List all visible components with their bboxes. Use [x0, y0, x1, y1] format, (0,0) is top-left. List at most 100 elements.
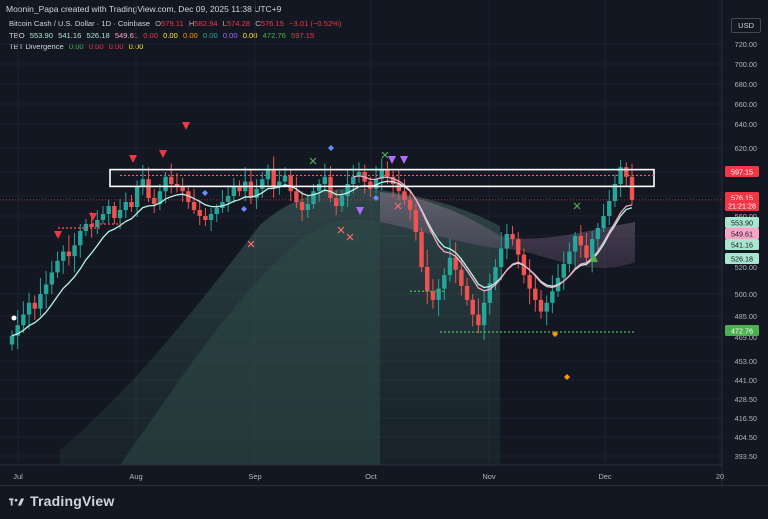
candle-body — [385, 169, 390, 177]
price-tick-label: 485.00 — [735, 312, 757, 321]
time-tick-label: Aug — [129, 472, 142, 481]
candle-body — [334, 198, 339, 206]
candle-body — [476, 314, 481, 326]
candles — [9, 156, 635, 351]
candle-body — [123, 202, 128, 210]
time-tick-label: Oct — [365, 472, 378, 481]
candle-body — [32, 302, 37, 309]
close-value: 576.15 — [260, 19, 284, 28]
candle-body — [345, 184, 350, 196]
footer-bar — [0, 485, 768, 519]
price-axis-label: 541.16 — [725, 239, 759, 250]
candle-body — [214, 208, 219, 214]
symbol-title[interactable]: Bitcoin Cash / U.S. Dollar · 1D · Coinba… — [9, 19, 150, 28]
candle-body — [328, 176, 333, 198]
tbt-value: 0.00 — [68, 42, 84, 51]
tbo-name[interactable]: TBO — [9, 31, 25, 40]
candle-body — [322, 176, 328, 184]
divergence-marker — [400, 156, 408, 164]
candle-body — [271, 169, 276, 187]
price-label-bg — [725, 239, 759, 250]
candle-body — [527, 275, 532, 289]
candle-body — [260, 179, 265, 189]
sell-signal-marker — [182, 122, 190, 130]
candle-body — [572, 236, 578, 252]
tbo-value: 541.16 — [58, 31, 82, 40]
candle-body — [140, 179, 146, 187]
candle-body — [152, 198, 157, 204]
tbo-value: 0.00 — [202, 31, 218, 40]
price-label-text: 526.18 — [731, 255, 753, 264]
candle-body — [612, 184, 618, 201]
price-axis-label: 526.18 — [725, 253, 759, 264]
tbo-value: 597.15 — [290, 31, 315, 40]
resistance-zone-box[interactable] — [109, 168, 655, 188]
time-tick-label: Nov — [482, 472, 496, 481]
diamond-marker — [552, 331, 558, 337]
price-label-bg — [725, 228, 759, 239]
time-tick-label: Jul — [13, 472, 23, 481]
tbo-value: 549.61 — [114, 31, 139, 40]
candle-body — [237, 186, 242, 192]
cross-marker — [346, 233, 354, 241]
time-tick-label: 20 — [716, 472, 724, 481]
candle-body — [248, 181, 254, 198]
candle-body — [390, 176, 396, 184]
candle-body — [481, 302, 487, 326]
candle-body — [368, 181, 373, 189]
candle-body — [498, 248, 504, 267]
candle-body — [584, 245, 589, 258]
price-tick-label: 620.00 — [735, 144, 757, 153]
candle-body — [595, 228, 601, 240]
candle-body — [100, 214, 106, 220]
time-axis[interactable]: Jul Aug Sep Oct Nov Dec 20 — [0, 464, 724, 481]
candle-body — [629, 176, 635, 200]
cross-marker — [337, 226, 345, 234]
legend-symbol-row: Bitcoin Cash / U.S. Dollar · 1D · Coinba… — [9, 19, 344, 28]
candle-body — [163, 176, 168, 192]
candle-body — [43, 284, 49, 294]
diamond-marker — [241, 206, 247, 212]
time-tick-label: Sep — [248, 472, 261, 481]
tbo-value: 0.00 — [163, 31, 178, 40]
price-tick-label: 720.00 — [735, 40, 757, 49]
candle-body — [117, 210, 123, 218]
candle-body — [72, 245, 77, 257]
candle-body — [419, 232, 424, 267]
candle-body — [208, 214, 214, 220]
divergence-marker — [388, 156, 396, 164]
candle-body — [305, 204, 310, 210]
cross-marker — [573, 202, 581, 210]
candle-body — [106, 206, 111, 214]
candle-body — [112, 206, 117, 218]
candle-body — [282, 175, 288, 182]
sell-signal-marker — [159, 150, 167, 158]
candle-body — [339, 196, 345, 206]
sell-signal-marker — [129, 155, 137, 163]
candle-body — [578, 236, 584, 246]
candle-body — [470, 299, 475, 315]
open-value: 579.11 — [161, 19, 184, 28]
candle-body — [453, 257, 458, 270]
price-axis[interactable]: 720.00700.00680.00660.00640.00620.00600.… — [721, 0, 759, 485]
candle-body — [402, 191, 407, 200]
tradingview-logo[interactable]: TradingView — [9, 493, 114, 509]
tbt-value: 0.00 — [88, 42, 104, 51]
currency-button[interactable]: USD — [731, 18, 761, 33]
tbo-value: 472.76 — [262, 31, 286, 40]
candle-body — [504, 234, 510, 249]
cross-marker — [394, 202, 402, 210]
candle-body — [186, 191, 191, 202]
close-label: C — [255, 19, 261, 28]
tbo-value: 0.00 — [143, 31, 158, 40]
price-chart[interactable]: 720.00700.00680.00660.00640.00620.00600.… — [0, 0, 768, 485]
candle-body — [316, 184, 322, 192]
candle-body — [157, 191, 163, 204]
candle-body — [288, 175, 293, 192]
green-cloud-lower — [120, 219, 380, 465]
price-axis-label: 553.90 — [725, 217, 759, 228]
tradingview-logo-icon — [9, 498, 25, 506]
candle-body — [487, 283, 492, 303]
tbt-name[interactable]: TBT Divergence — [9, 42, 64, 51]
candle-body — [66, 251, 72, 257]
